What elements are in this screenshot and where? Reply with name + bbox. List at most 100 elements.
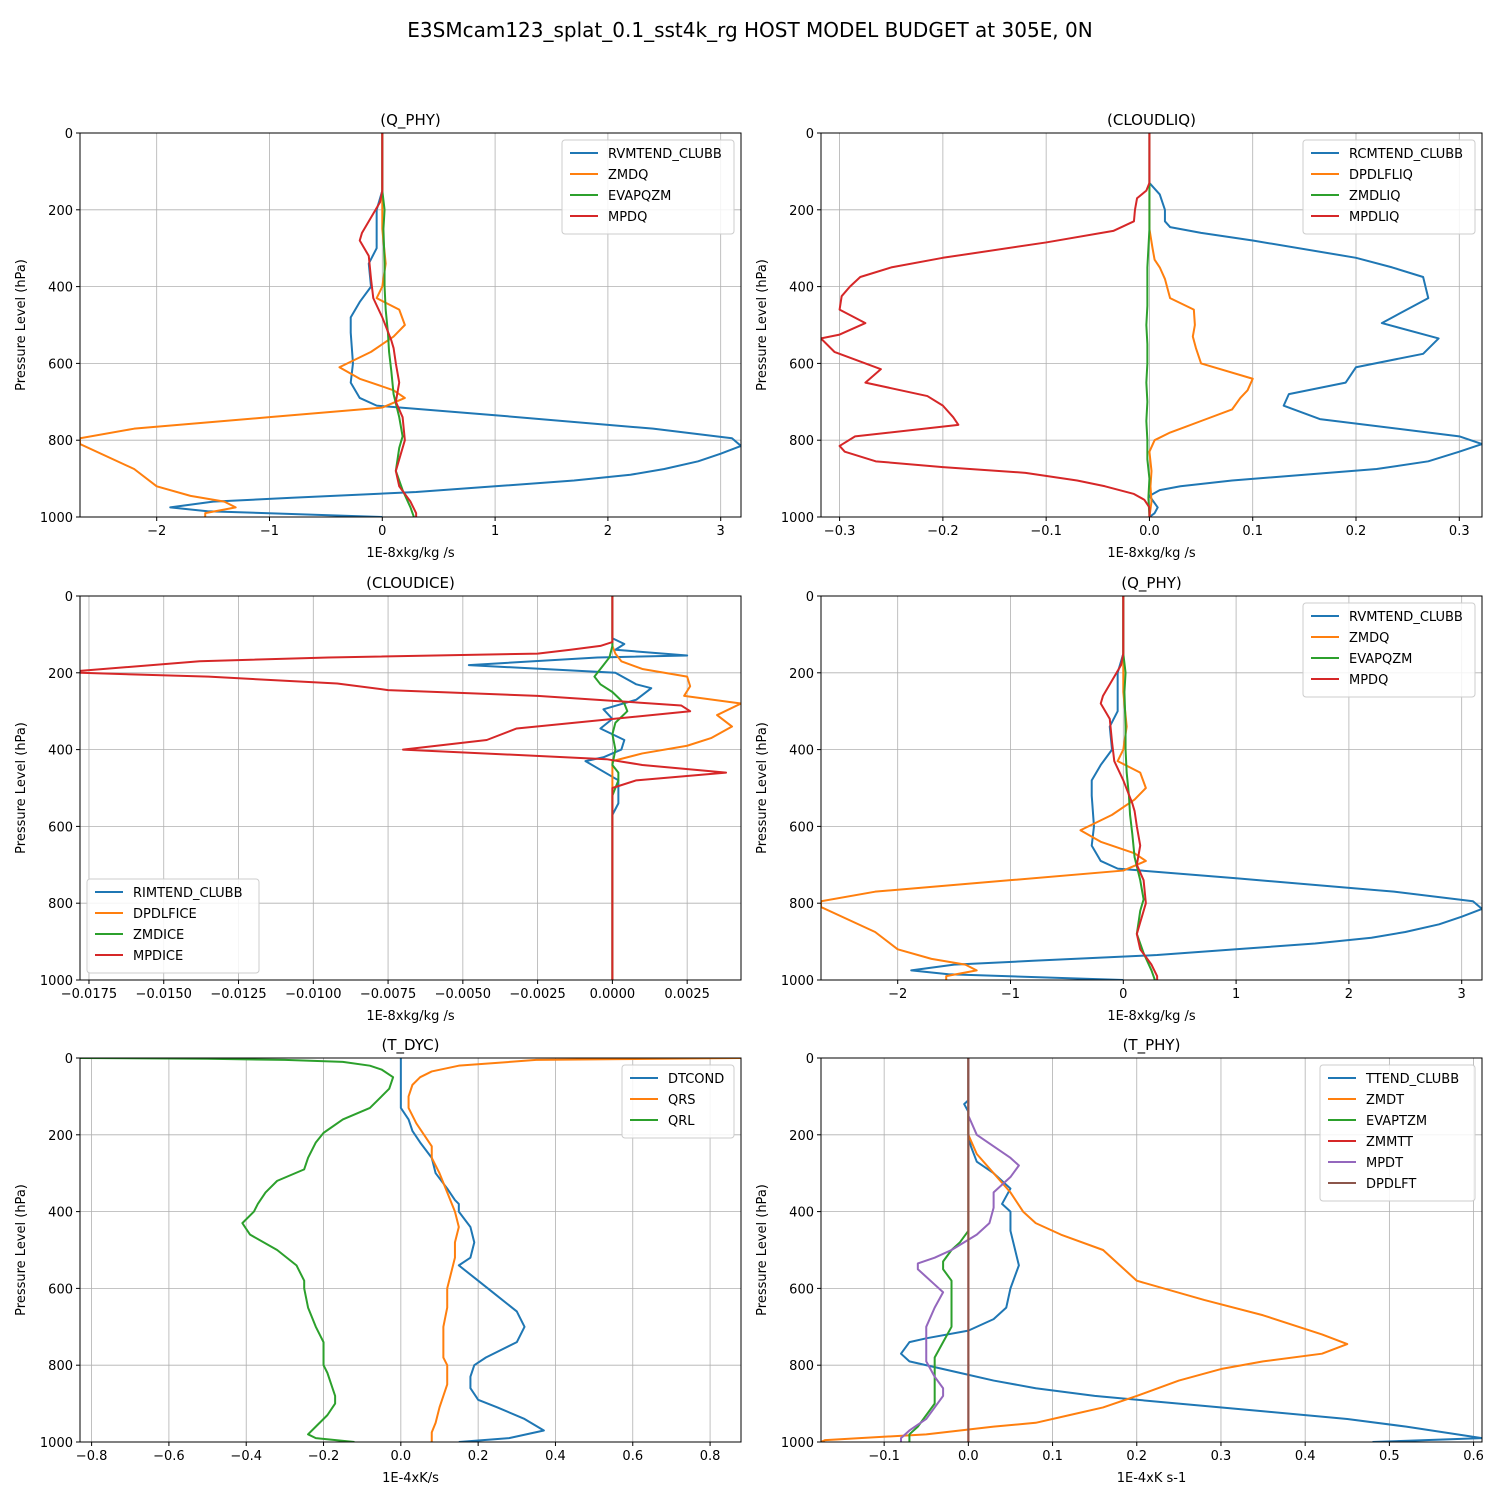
series-line-zmdq [80, 133, 406, 517]
axes-frame [79, 595, 742, 981]
x-tick-label: −2 [147, 524, 166, 539]
legend-label: ZMDQ [1349, 631, 1389, 646]
x-tick-label: 3 [1458, 987, 1466, 1002]
legend-label: RCMTEND_CLUBB [1349, 147, 1463, 162]
x-tick-label: 0.0 [390, 1449, 411, 1464]
x-tick-label: −0.1 [868, 1449, 900, 1464]
y-tick-label: 200 [48, 1129, 73, 1144]
series-line-mpdice [80, 596, 728, 980]
x-tick-label: −0.6 [153, 1449, 185, 1464]
legend: TTEND_CLUBB ZMDT EVAPTZM ZMMTT MPDT DPDLFT [1319, 1064, 1476, 1202]
y-tick-label: 400 [789, 281, 814, 296]
y-tick-label: 200 [789, 204, 814, 219]
y-tick-label: 200 [48, 667, 73, 682]
series-line-zmdliq [1145, 133, 1151, 517]
y-tick-label: 600 [48, 1282, 73, 1297]
chart-title: (Q_PHY) [1121, 574, 1182, 593]
x-tick-label: 0.0000 [590, 987, 636, 1002]
y-tick-label: 400 [48, 281, 73, 296]
series-line-qrl [80, 1058, 395, 1442]
legend-label: ZMDT [1366, 1093, 1404, 1108]
x-tick-label: 0.3 [1449, 524, 1470, 539]
legend-label: EVAPQZM [1349, 652, 1412, 667]
x-tick-label: −0.0050 [435, 987, 491, 1002]
legend-label: ZMMTT [1366, 1135, 1413, 1150]
x-tick-label: 0.2 [1346, 524, 1367, 539]
x-tick-label: −0.2 [927, 524, 959, 539]
series-line-evapqzm [1122, 596, 1156, 980]
chart-title: (CLOUDICE) [366, 574, 455, 592]
y-tick-label: 800 [48, 1359, 73, 1374]
chart-title: (T_DYC) [382, 1036, 440, 1055]
x-tick-label: 0 [378, 524, 386, 539]
x-axis-label: 1E-8xkg/kg /s [1107, 1009, 1196, 1024]
legend: RIMTEND_CLUBB DPDLFICE ZMDICE MPDICE [86, 878, 260, 974]
x-axis-label: 1E-4xK s-1 [1117, 1471, 1187, 1486]
x-tick-label: 0.6 [622, 1449, 643, 1464]
chart-panel-6: −0.1 0.0 0.1 0.2 0.3 0.4 0.5 0.6 0 200 400 600 800 10… [755, 1036, 1484, 1486]
series-line-rimtend_clubb [467, 596, 689, 980]
legend: RVMTEND_CLUBB ZMDQ EVAPQZM MPDQ [1302, 602, 1476, 698]
x-tick-label: 0.2 [1126, 1449, 1147, 1464]
legend: RCMTEND_CLUBB DPDLFLIQ ZMDLIQ MPDLIQ [1302, 139, 1476, 235]
y-tick-label: 400 [48, 1206, 73, 1221]
x-tick-label: −0.8 [76, 1449, 108, 1464]
series-line-evaptzm [908, 1058, 970, 1442]
y-tick-label: 800 [789, 434, 814, 449]
series-line-evapqzm [381, 133, 415, 517]
chart-panel-1: −2 −1 0 1 2 3 0 200 400 600 800 1000 (Q_PHY) 1E-8xkg/… [14, 111, 742, 561]
x-axis-label: 1E-8xkg/kg /s [366, 1009, 455, 1024]
y-tick-label: 600 [789, 820, 814, 835]
legend: DTCOND QRS QRL [621, 1064, 735, 1139]
y-tick-label: 1000 [781, 511, 814, 526]
x-tick-label: 0.4 [545, 1449, 566, 1464]
legend-label: DPDLFICE [133, 907, 197, 922]
y-tick-label: 1000 [40, 974, 73, 989]
y-tick-label: 1000 [40, 511, 73, 526]
chart-panel-3: −0.0175 −0.0150 −0.0125 −0.0100 −0.0075 −0.00… [14, 574, 742, 1024]
y-tick-label: 600 [48, 357, 73, 372]
y-tick-label: 0 [65, 127, 73, 142]
y-tick-label: 600 [789, 357, 814, 372]
y-tick-label: 0 [65, 590, 73, 605]
axes-frame [79, 132, 742, 518]
series-line-mpdq [358, 133, 418, 517]
x-tick-label: −0.0100 [285, 987, 341, 1002]
legend-label: MPDICE [133, 949, 183, 964]
y-tick-label: 200 [789, 1129, 814, 1144]
x-tick-label: −0.4 [230, 1449, 262, 1464]
y-axis-label: Pressure Level (hPa) [755, 259, 770, 391]
y-tick-label: 400 [789, 1206, 814, 1221]
y-tick-label: 400 [48, 744, 73, 759]
x-tick-label: −1 [1001, 987, 1020, 1002]
series-line-zmdq [821, 596, 1147, 980]
x-tick-label: 0.8 [700, 1449, 721, 1464]
y-tick-label: 800 [48, 434, 73, 449]
legend-label: TTEND_CLUBB [1365, 1072, 1459, 1087]
x-tick-label: 0.0 [1139, 524, 1160, 539]
x-tick-label: −0.0125 [210, 987, 266, 1002]
y-tick-label: 800 [789, 1359, 814, 1374]
x-tick-label: −0.0075 [360, 987, 416, 1002]
series-line-dpdlfice [611, 596, 741, 980]
x-tick-label: 0.6 [1463, 1449, 1484, 1464]
x-tick-label: −0.0025 [509, 987, 565, 1002]
x-tick-label: −0.0150 [136, 987, 192, 1002]
y-tick-label: 0 [806, 590, 814, 605]
series-line-zmdt [821, 1058, 1349, 1442]
x-tick-label: 0.4 [1295, 1449, 1316, 1464]
series-line-qrs [407, 1058, 741, 1442]
legend-box [1302, 602, 1476, 698]
y-tick-label: 400 [789, 744, 814, 759]
x-tick-label: 0 [1119, 987, 1127, 1002]
x-tick-label: 2 [1345, 987, 1353, 1002]
legend-label: MPDT [1366, 1156, 1403, 1171]
legend-label: QRS [668, 1093, 696, 1108]
series-line-mpdliq [821, 133, 1151, 517]
x-tick-label: −0.0175 [61, 987, 117, 1002]
x-tick-label: 0.2 [468, 1449, 489, 1464]
legend-label: RIMTEND_CLUBB [133, 886, 243, 901]
x-tick-label: −0.2 [308, 1449, 340, 1464]
x-tick-label: 2 [604, 524, 612, 539]
